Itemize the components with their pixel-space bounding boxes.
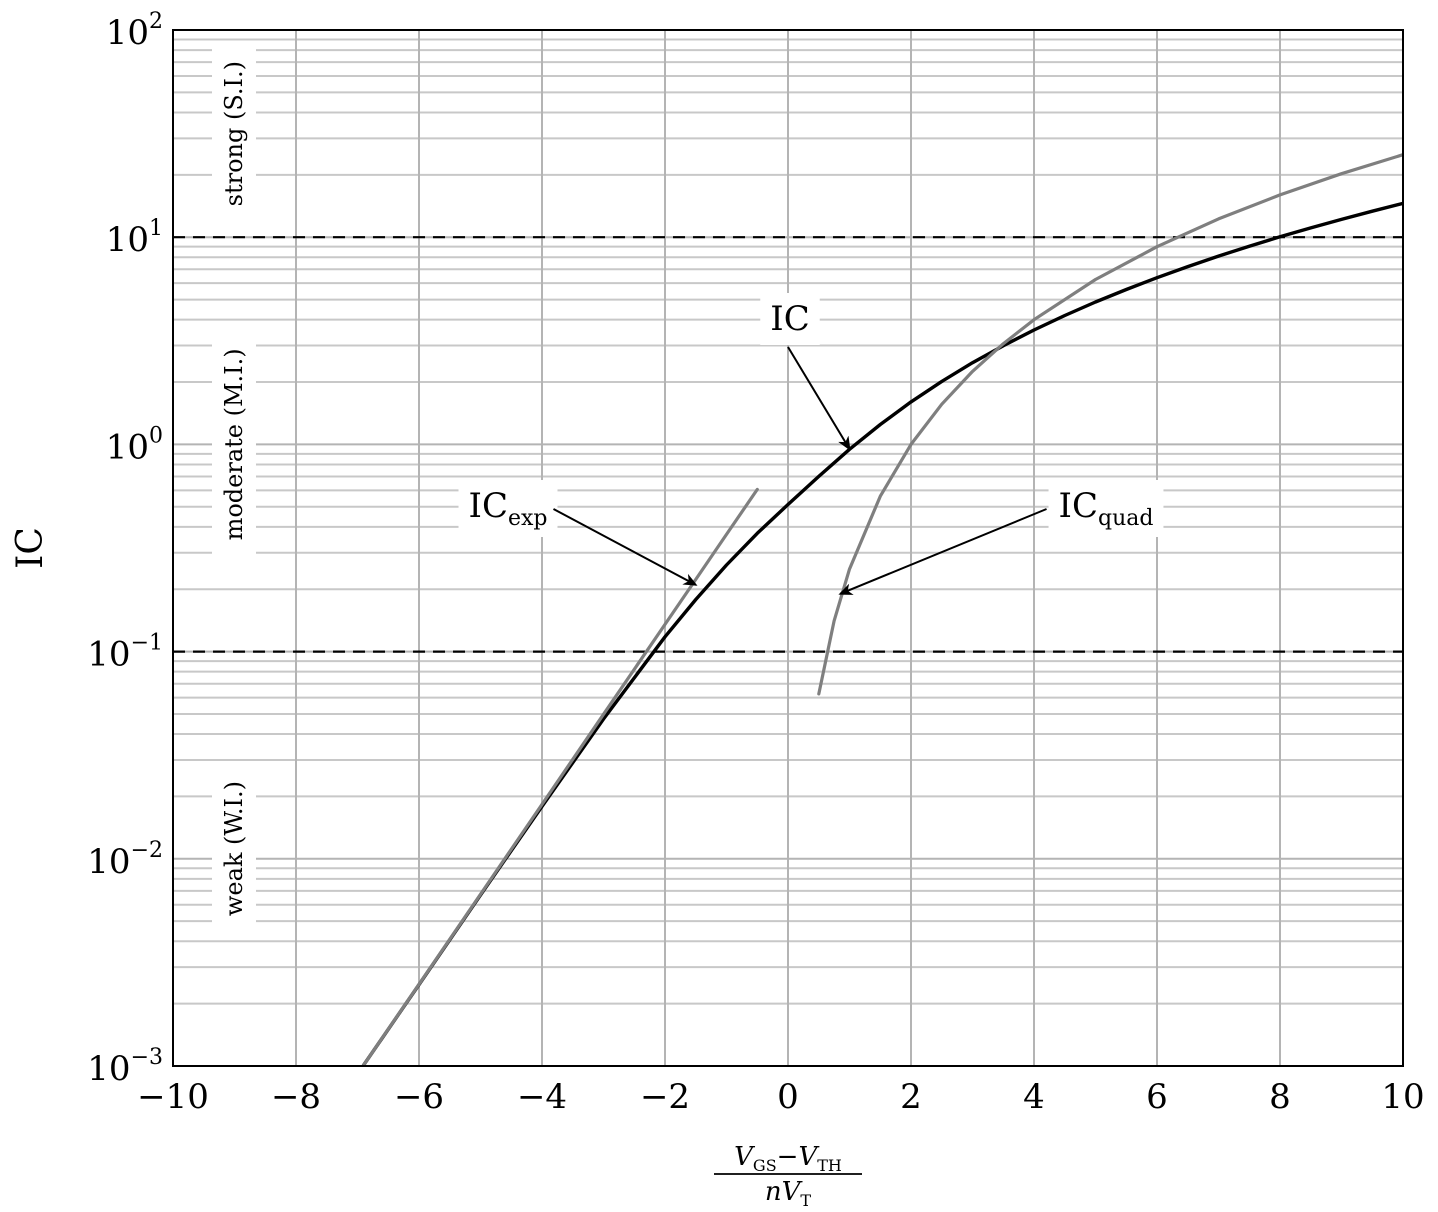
y-tick-label: 101 xyxy=(106,216,163,260)
x-tick-label: 4 xyxy=(1023,1077,1045,1117)
region-label: strong (S.I.) xyxy=(212,46,256,221)
region-label-text: weak (W.I.) xyxy=(220,781,248,916)
region-label-box xyxy=(212,334,256,555)
svg-text:VGS−VTH: VGS−VTH xyxy=(734,1142,842,1175)
x-tick-label: −4 xyxy=(517,1077,567,1117)
plot-frame xyxy=(172,29,1404,1067)
x-label-minus: − xyxy=(777,1142,799,1172)
x-label-num-b-sub: TH xyxy=(817,1156,842,1175)
annotations: IC ICexp ICquad xyxy=(458,293,1164,595)
y-tick-label: 100 xyxy=(106,423,163,467)
y-tick-labels: 10−3 10−2 10−1 100 101 102 xyxy=(87,9,163,1089)
region-label-text: moderate (M.I.) xyxy=(220,348,248,540)
series-lines xyxy=(361,153,1403,1066)
annotation-box xyxy=(1048,480,1164,537)
annotation-ic: IC xyxy=(760,293,851,451)
x-tick-label: 6 xyxy=(1146,1077,1168,1117)
y-tick-label: 10−1 xyxy=(87,631,163,675)
x-label-num-a: V xyxy=(734,1142,755,1172)
x-tick-label: 8 xyxy=(1269,1077,1291,1117)
x-tick-label: −8 xyxy=(271,1077,321,1117)
x-tick-label: 0 xyxy=(777,1077,799,1117)
annotation-text: ICexp xyxy=(469,486,548,531)
x-axis-label: VGS−VTH nVT xyxy=(714,1142,862,1210)
x-tick-labels: −10 −8 −6 −4 −2 0 2 4 6 8 10 xyxy=(137,1077,1425,1117)
annotation-text: IC xyxy=(770,299,809,339)
annotation-arrow xyxy=(553,508,698,586)
svg-text:nVT: nVT xyxy=(765,1177,812,1210)
annotation-box xyxy=(458,480,558,537)
region-label-text: strong (S.I.) xyxy=(220,61,248,206)
annotation-text: ICquad xyxy=(1059,486,1154,531)
annotation-arrow xyxy=(787,346,851,451)
x-tick-label: 2 xyxy=(900,1077,922,1117)
region-label: moderate (M.I.) xyxy=(212,334,256,555)
y-axis-label: IC xyxy=(10,527,51,569)
annotation-arrow xyxy=(838,508,1047,595)
x-label-num-b: V xyxy=(798,1142,819,1172)
region-label-box xyxy=(212,46,256,221)
series-line-exp xyxy=(362,487,759,1066)
x-label-den-a-sub: T xyxy=(800,1191,811,1210)
x-tick-label: 10 xyxy=(1381,1077,1424,1117)
x-label-num-a-sub: GS xyxy=(753,1156,777,1175)
threshold-lines xyxy=(173,236,1403,653)
x-label-den-a: nV xyxy=(765,1177,803,1207)
series-line-quad xyxy=(817,153,1403,696)
y-tick-label: 10−3 xyxy=(87,1045,163,1089)
y-tick-label: 10−2 xyxy=(87,838,163,882)
annotation-box xyxy=(760,293,820,345)
x-tick-label: −2 xyxy=(640,1077,690,1117)
series-line-ic xyxy=(361,201,1403,1066)
region-label: weak (W.I.) xyxy=(212,767,256,931)
major-grid xyxy=(172,29,1404,1067)
region-label-box xyxy=(212,767,256,931)
x-tick-label: −10 xyxy=(137,1077,209,1117)
y-tick-label: 102 xyxy=(106,9,163,53)
annotation-exp: ICexp xyxy=(458,480,698,586)
x-tick-label: −6 xyxy=(394,1077,444,1117)
region-labels: strong (S.I.) moderate (M.I.) weak (W.I.) xyxy=(212,46,256,931)
annotation-quad: ICquad xyxy=(838,480,1164,595)
